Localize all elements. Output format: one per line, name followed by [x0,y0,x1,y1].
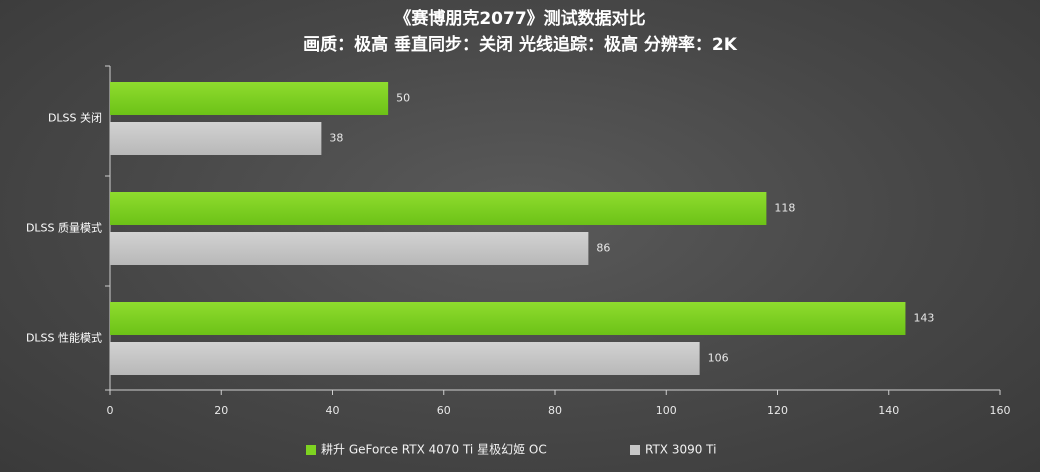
data-label: 86 [596,242,610,255]
plot-area: 0 20 40 60 80 100 120 140 160 DLSS 关闭 50 38 DLSS 质量模… [26,65,1011,417]
legend-label: RTX 3090 Ti [645,443,716,457]
x-tick-label: 0 [107,404,114,417]
legend-label: 耕升 GeForce RTX 4070 Ti 星极幻姬 OC [321,442,547,457]
bar [110,122,322,155]
x-tick-label: 80 [548,404,562,417]
category-label: DLSS 性能模式 [26,331,102,345]
x-tick-label: 20 [214,404,228,417]
x-tick-label: 40 [326,404,340,417]
chart-title: 《赛博朋克2077》测试数据对比 [394,8,645,29]
bar [110,82,389,115]
legend-swatch [630,445,640,455]
data-label: 143 [913,312,934,325]
bar [110,342,700,375]
bar [110,302,906,335]
x-tick-label: 140 [878,404,899,417]
category-label: DLSS 质量模式 [26,222,102,235]
bar [110,192,767,225]
legend: 耕升 GeForce RTX 4070 Ti 星极幻姬 OC RTX 3090 T… [306,442,716,457]
x-tick-label: 120 [767,404,788,417]
category-label: DLSS 关闭 [48,111,102,125]
x-tick-label: 160 [990,404,1011,417]
data-label: 106 [708,352,729,365]
data-label: 38 [329,132,343,145]
data-label: 118 [774,202,795,215]
chart-subtitle: 画质：极高 垂直同步：关闭 光线追踪：极高 分辨率：2K [303,34,738,55]
legend-swatch [306,445,316,455]
x-tick-label: 60 [437,404,451,417]
x-tick-label: 100 [656,404,677,417]
bar [110,232,589,265]
data-label: 50 [396,92,410,105]
